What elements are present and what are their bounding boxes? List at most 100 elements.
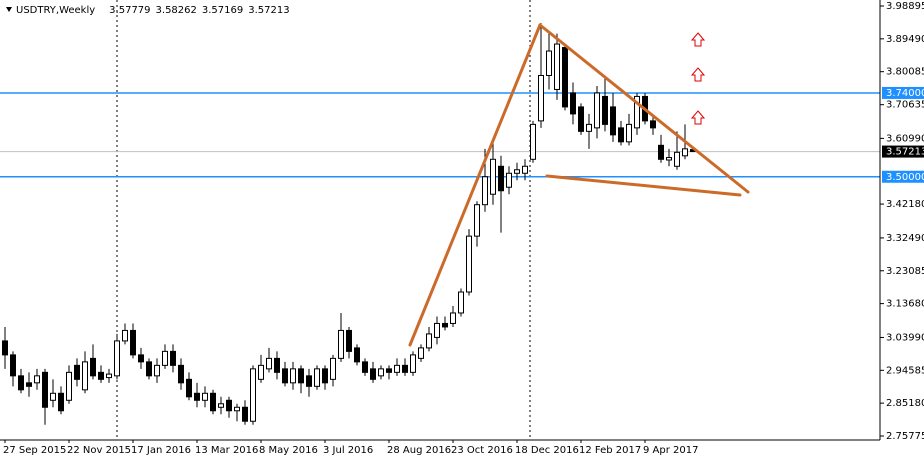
candle-body bbox=[66, 371, 72, 401]
candle-body bbox=[426, 333, 432, 349]
candle-body bbox=[50, 392, 56, 401]
candle-body bbox=[42, 371, 48, 408]
candle-body bbox=[634, 95, 640, 129]
y-tick-label: 3.42180 bbox=[886, 199, 924, 210]
x-tick-label: 28 Aug 2016 bbox=[387, 445, 451, 456]
candle-body bbox=[578, 106, 584, 132]
candle-body bbox=[554, 43, 560, 90]
candle-body bbox=[442, 322, 448, 328]
candle-body bbox=[394, 364, 400, 373]
chart-header: USDTRY,Weekly 3.57779 3.58262 3.57169 3.5721… bbox=[16, 5, 290, 16]
candle-body bbox=[602, 95, 608, 125]
candle-body bbox=[138, 354, 144, 363]
candle-body bbox=[314, 368, 320, 387]
x-tick-label: 17 Jan 2016 bbox=[131, 445, 191, 456]
y-tick-label: 2.75775 bbox=[886, 431, 924, 442]
candle-body bbox=[514, 169, 520, 174]
candle-body bbox=[354, 347, 360, 363]
candle-body bbox=[450, 312, 456, 324]
candle-body bbox=[122, 329, 128, 342]
trend-line bbox=[408, 23, 542, 347]
trend-lines bbox=[408, 23, 750, 347]
candle-body bbox=[274, 357, 280, 373]
candle-body bbox=[618, 127, 624, 143]
candle-body bbox=[418, 347, 424, 359]
x-tick-label: 12 Feb 2017 bbox=[579, 445, 641, 456]
level-label: 3.50000 bbox=[886, 172, 924, 183]
candle-body bbox=[98, 371, 104, 380]
candle-body bbox=[162, 350, 168, 366]
up-arrow bbox=[690, 110, 706, 125]
y-tick-label: 3.23085 bbox=[886, 266, 924, 277]
candle-body bbox=[298, 368, 304, 384]
candle-body bbox=[346, 329, 352, 352]
candle-body bbox=[402, 364, 408, 373]
candle-body bbox=[186, 378, 192, 398]
candle-body bbox=[290, 368, 296, 384]
y-tick-label: 3.60990 bbox=[886, 133, 924, 144]
candle-body bbox=[570, 92, 576, 115]
candle-body bbox=[194, 392, 200, 401]
candle-body bbox=[258, 364, 264, 380]
candle-body bbox=[546, 50, 552, 76]
candle-body bbox=[242, 406, 248, 422]
candle-body bbox=[330, 357, 336, 380]
header-close: 3.57213 bbox=[248, 5, 289, 16]
x-tick-label: 8 May 2016 bbox=[259, 445, 318, 456]
candle-body bbox=[146, 361, 152, 377]
candle-body bbox=[322, 368, 328, 384]
candle-body bbox=[210, 392, 216, 412]
x-tick-label: 23 Oct 2016 bbox=[451, 445, 513, 456]
x-tick-label: 22 Nov 2015 bbox=[67, 445, 131, 456]
candle-body bbox=[170, 350, 176, 366]
x-tick-label: 27 Sep 2015 bbox=[3, 445, 66, 456]
candle-body bbox=[202, 392, 208, 401]
candle-body bbox=[586, 123, 592, 132]
candle-body bbox=[458, 291, 464, 314]
x-tick-label: 3 Jul 2016 bbox=[323, 445, 373, 456]
up-arrow bbox=[690, 32, 706, 47]
candle-body bbox=[154, 364, 160, 377]
x-tick-label: 13 Mar 2016 bbox=[195, 445, 258, 456]
header-high: 3.58262 bbox=[156, 5, 197, 16]
candle-body bbox=[610, 106, 616, 136]
candle-body bbox=[26, 382, 32, 387]
candle-body bbox=[338, 329, 344, 359]
candle-body bbox=[218, 403, 224, 408]
y-tick-label: 3.03990 bbox=[886, 332, 924, 343]
up-arrow bbox=[690, 67, 706, 82]
y-tick-label: 3.13680 bbox=[886, 299, 924, 310]
candle-body bbox=[482, 176, 488, 206]
candle-body bbox=[498, 165, 504, 192]
y-tick-label: 3.98895 bbox=[886, 1, 924, 12]
candle-body bbox=[10, 354, 16, 377]
y-tick-label: 3.80085 bbox=[886, 67, 924, 78]
candle-body bbox=[434, 322, 440, 338]
candle-body bbox=[234, 406, 240, 412]
level-label-box bbox=[882, 86, 924, 99]
candle-body bbox=[410, 354, 416, 373]
candle-body bbox=[58, 392, 64, 412]
candle-body bbox=[90, 357, 96, 377]
candle-body bbox=[74, 364, 80, 380]
y-tick-label: 3.70635 bbox=[886, 100, 924, 111]
header-low: 3.57169 bbox=[202, 5, 243, 16]
price-label: 3.57213 bbox=[886, 147, 924, 158]
candle-body bbox=[682, 148, 688, 157]
candle-body bbox=[466, 235, 472, 293]
candle-body bbox=[538, 74, 544, 122]
candle-body bbox=[370, 368, 376, 380]
candle-body bbox=[114, 340, 120, 377]
candle-body bbox=[506, 172, 512, 188]
header-open: 3.57779 bbox=[109, 5, 150, 16]
trend-line bbox=[538, 23, 750, 194]
x-tick-label: 18 Dec 2016 bbox=[515, 445, 579, 456]
candle-body bbox=[378, 368, 384, 377]
candle-body bbox=[130, 329, 136, 356]
x-tick-label: 9 Apr 2017 bbox=[643, 445, 698, 456]
candle-body bbox=[658, 144, 664, 160]
level-label-box bbox=[882, 170, 924, 183]
level-label: 3.74000 bbox=[886, 88, 924, 99]
